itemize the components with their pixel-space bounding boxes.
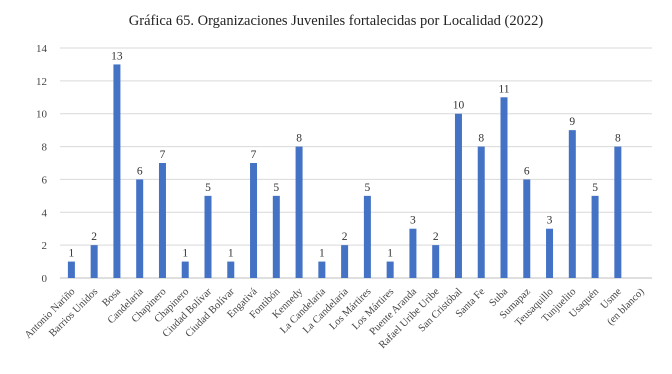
bar <box>409 228 417 278</box>
bar <box>227 261 235 278</box>
data-label: 8 <box>478 133 484 145</box>
y-tick-label: 0 <box>42 273 48 285</box>
bar <box>295 146 303 278</box>
data-label: 1 <box>69 248 75 260</box>
bar <box>454 113 462 278</box>
data-label: 7 <box>160 149 166 161</box>
bar <box>181 261 189 278</box>
data-label: 2 <box>91 231 97 243</box>
data-label: 2 <box>342 231 348 243</box>
bar <box>341 245 349 278</box>
data-label: 3 <box>547 215 553 227</box>
bar <box>67 261 75 278</box>
bar <box>272 195 280 278</box>
bar <box>477 146 485 278</box>
y-tick-label: 10 <box>36 109 48 121</box>
bar <box>136 179 144 278</box>
bar <box>250 163 258 278</box>
data-label: 3 <box>410 215 416 227</box>
data-label: 7 <box>251 149 257 161</box>
bar <box>523 179 531 278</box>
bar <box>591 195 599 278</box>
bar <box>432 245 440 278</box>
y-tick-label: 8 <box>42 142 48 154</box>
data-label: 5 <box>365 182 371 194</box>
data-label: 1 <box>182 248 188 260</box>
bars <box>67 64 622 279</box>
data-label: 5 <box>273 182 279 194</box>
data-label: 11 <box>498 83 509 95</box>
data-label: 2 <box>433 231 439 243</box>
data-label: 5 <box>205 182 211 194</box>
bar <box>158 163 166 278</box>
bar <box>500 97 508 279</box>
data-label: 5 <box>592 182 598 194</box>
data-label: 1 <box>387 248 393 260</box>
data-label: 10 <box>453 100 465 112</box>
data-label: 8 <box>296 133 302 145</box>
y-tick-label: 6 <box>42 174 48 186</box>
gridlines <box>60 47 652 279</box>
data-label: 13 <box>111 50 123 62</box>
data-label: 1 <box>319 248 325 260</box>
y-tick-label: 4 <box>42 207 48 219</box>
bar <box>568 130 576 278</box>
data-label: 1 <box>228 248 234 260</box>
bar <box>204 195 212 278</box>
y-tick-label: 12 <box>36 76 47 88</box>
y-tick-label: 14 <box>36 43 48 55</box>
y-tick-label: 2 <box>42 240 48 252</box>
data-label: 9 <box>569 116 575 128</box>
bar <box>113 64 121 278</box>
bar <box>546 228 554 278</box>
bar <box>386 261 394 278</box>
bar <box>90 245 98 278</box>
chart-title: Gráfica 65. Organizaciones Juveniles for… <box>129 13 544 29</box>
bar <box>363 195 371 278</box>
bar <box>614 146 622 278</box>
y-axis-ticks: 0 2 4 6 8 10 12 14 <box>36 43 48 285</box>
data-label: 6 <box>524 165 530 177</box>
bar <box>318 261 326 278</box>
data-label: 6 <box>137 165 143 177</box>
data-label: 8 <box>615 133 621 145</box>
